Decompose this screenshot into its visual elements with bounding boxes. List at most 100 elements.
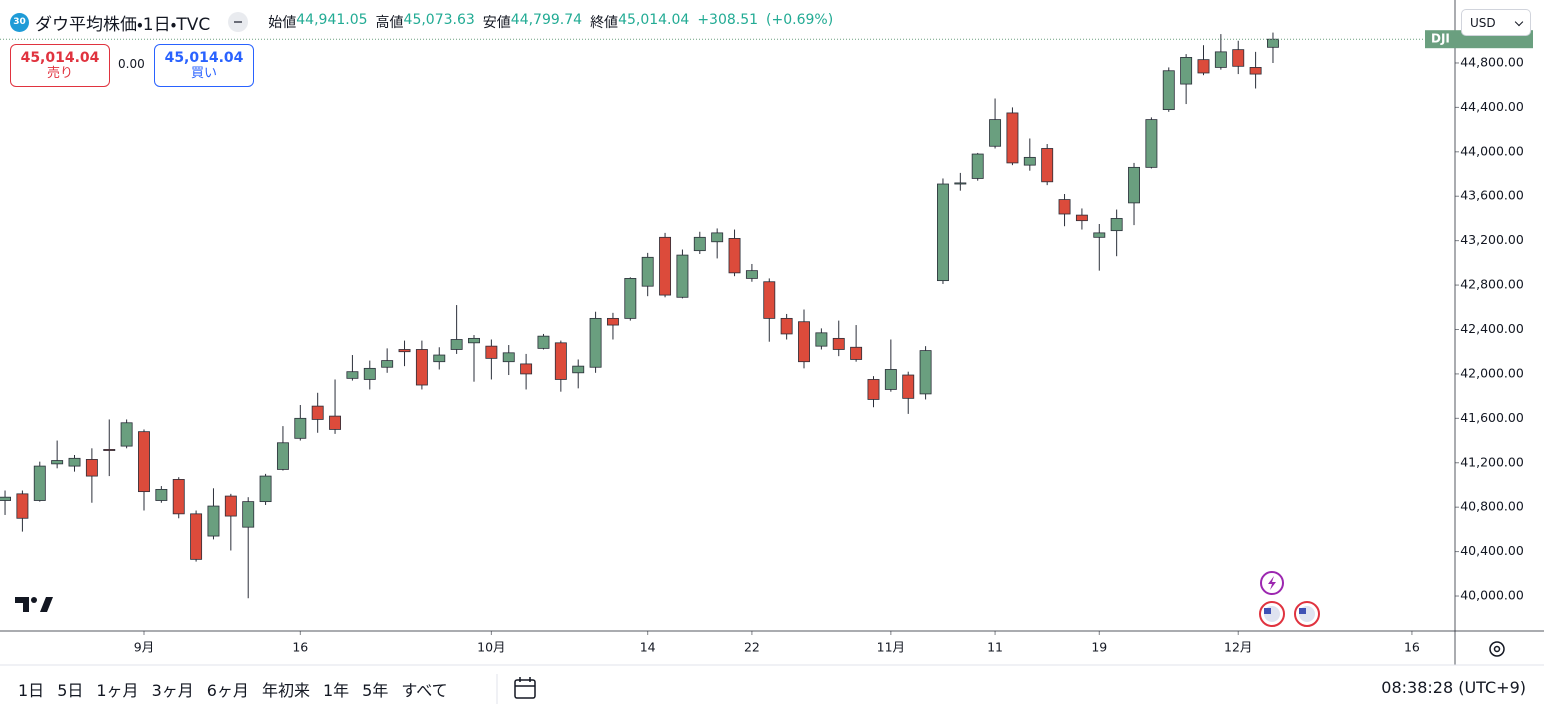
candle-body <box>1145 119 1158 168</box>
y-tick-label: 44,000.00 <box>1460 143 1524 158</box>
candle-body <box>190 513 203 560</box>
x-tick-label: 12月 <box>1224 640 1252 655</box>
candle-body <box>832 337 845 350</box>
candle-body <box>1197 59 1210 74</box>
candle-body <box>468 337 480 344</box>
range-button[interactable]: 1日 <box>18 681 45 700</box>
candle-body <box>954 182 967 185</box>
range-button[interactable]: 1ヶ月 <box>96 681 139 700</box>
candle-body <box>884 369 897 390</box>
candle-body <box>1267 38 1279 48</box>
candle-body <box>450 339 463 350</box>
low-value: 44,799.74 <box>510 12 583 28</box>
header: 30 ダウ平均株価・1日・TVC 始値 44,941.05 高値 45,073.… <box>10 10 841 35</box>
tv-logo <box>15 597 53 612</box>
y-tick-label: 42,400.00 <box>1460 321 1524 336</box>
candle-body <box>902 374 915 399</box>
candle-body <box>1110 218 1123 232</box>
high-value: 45,073.63 <box>403 12 475 28</box>
y-tick-label: 43,200.00 <box>1460 232 1524 247</box>
range-button[interactable]: 5年 <box>362 681 389 700</box>
candle-body <box>1075 214 1088 222</box>
plot-area <box>0 32 1455 599</box>
x-tick-label: 10月 <box>477 640 505 655</box>
candle-body <box>1006 112 1019 164</box>
range-button[interactable]: すべて <box>401 681 448 700</box>
high-label: 高値 <box>375 15 404 31</box>
candle-body <box>485 345 498 359</box>
y-tick-label: 44,400.00 <box>1460 99 1524 114</box>
candle-body <box>1093 232 1106 238</box>
candle-body <box>763 281 776 319</box>
close-value: 45,014.04 <box>618 12 690 28</box>
calendar-icon[interactable] <box>514 677 536 699</box>
candle-body <box>0 496 11 501</box>
candle-body <box>85 459 98 477</box>
y-tick-label: 41,200.00 <box>1460 454 1524 469</box>
candle-body <box>815 332 828 347</box>
candle-body <box>676 254 689 298</box>
candle-body <box>33 465 46 501</box>
candle-body <box>728 238 741 274</box>
candle-body <box>520 363 533 375</box>
candle-body <box>433 354 446 363</box>
candle-body <box>606 317 619 326</box>
candle-body <box>537 335 550 349</box>
range-toolbar: 1日 5日 1ヶ月 3ヶ月 6ヶ月 年初来 1年 5年 すべて <box>18 677 448 701</box>
candle-body <box>1249 67 1262 75</box>
x-tick-label: 14 <box>640 640 656 655</box>
open-value: 44,941.05 <box>296 12 368 28</box>
range-button[interactable]: 6ヶ月 <box>206 681 249 700</box>
range-button[interactable]: 年初来 <box>261 681 310 700</box>
buy-label: 買い <box>190 65 217 81</box>
sell-label: 売り <box>46 65 73 81</box>
candle-body <box>120 422 133 447</box>
candle-body <box>693 236 706 252</box>
range-button[interactable]: 5日 <box>57 681 84 700</box>
open-label: 始値 <box>268 15 297 31</box>
candle-body <box>1180 57 1193 85</box>
x-tick-label: 22 <box>744 640 760 655</box>
candle-body <box>224 495 237 517</box>
candle-body <box>1214 51 1227 68</box>
buy-price: 45,014.04 <box>164 49 244 66</box>
change-percent: (+0.69%) <box>766 12 834 28</box>
range-button[interactable]: 1年 <box>322 681 350 700</box>
candle-body <box>311 405 324 420</box>
candle-body <box>155 489 168 501</box>
candle-body <box>51 460 64 465</box>
range-button[interactable]: 3ヶ月 <box>151 681 194 700</box>
x-tick-label: 16 <box>292 640 308 655</box>
currency-dropdown[interactable]: USD <box>1461 9 1531 36</box>
candle-body <box>589 317 602 368</box>
candle-body <box>1232 49 1245 67</box>
candle-body <box>381 360 394 368</box>
candle-body <box>659 236 672 296</box>
candle-body <box>937 183 949 282</box>
candle-body <box>711 232 724 243</box>
candle-body <box>780 317 793 335</box>
candle-body <box>398 349 411 353</box>
y-tick-label: 42,000.00 <box>1460 365 1524 380</box>
sell-button[interactable]: 45,014.04 売り <box>10 44 110 87</box>
change-value: +308.51 <box>697 12 759 28</box>
candle-body <box>294 417 307 439</box>
candle-body <box>1041 148 1054 183</box>
x-tick-label: 11月 <box>877 640 905 655</box>
candle-body <box>103 449 116 451</box>
candle-body <box>867 379 880 400</box>
buy-button[interactable]: 45,014.04 買い <box>154 44 254 87</box>
axes: 40,000.00 40,400.00 40,800.00 41,200.00 41,6… <box>134 54 1524 654</box>
candle-body <box>329 415 342 430</box>
candle-body <box>1023 156 1036 166</box>
candle-body <box>68 457 81 467</box>
y-tick-label: 40,000.00 <box>1460 588 1524 603</box>
candle-body <box>16 493 29 519</box>
collapse-button[interactable] <box>228 12 249 32</box>
settings-icon[interactable] <box>1489 641 1505 657</box>
y-tick-label: 42,800.00 <box>1460 277 1524 292</box>
candle-body <box>172 479 185 515</box>
sell-price: 45,014.04 <box>20 49 100 66</box>
